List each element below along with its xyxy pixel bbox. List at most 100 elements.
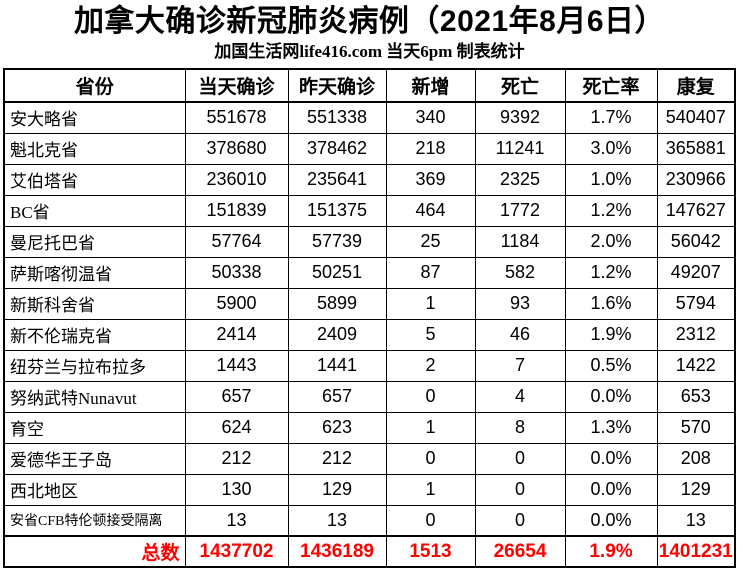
table-row-nunavut: 努纳武特Nunavut 657 657 0 4 0.0% 653 <box>3 380 736 413</box>
table-row-pei: 爱德华王子岛 212 212 0 0 0.0% 208 <box>3 442 736 475</box>
value-cell: 1.2% <box>564 194 658 227</box>
province-cell: 纽芬兰与拉布拉多 <box>3 349 186 382</box>
value-cell: 129 <box>287 473 387 506</box>
column-header-province: 省份 <box>3 68 186 103</box>
value-cell: 1443 <box>184 349 289 382</box>
value-cell: 2409 <box>287 318 387 351</box>
value-cell: 147627 <box>656 194 736 227</box>
value-cell: 378462 <box>287 132 387 165</box>
value-cell: 9392 <box>474 101 566 134</box>
value-cell: 570 <box>656 411 736 444</box>
value-cell: 0.0% <box>564 442 658 475</box>
total-row: 总数 1437702 1436189 1513 26654 1.9% 14012… <box>3 535 736 568</box>
value-cell: 130 <box>184 473 289 506</box>
value-cell: 365881 <box>656 132 736 165</box>
value-cell: 13 <box>184 504 289 537</box>
value-cell: 378680 <box>184 132 289 165</box>
value-cell: 4 <box>474 380 566 413</box>
table-row-cfb-trenton: 安省CFB特伦顿接受隔离 13 13 0 0 0.0% 13 <box>3 504 736 537</box>
total-value-cell: 1437702 <box>184 535 289 568</box>
value-cell: 0.0% <box>564 504 658 537</box>
header-row: 省份 当天确诊 昨天确诊 新增 死亡 死亡率 康复 <box>3 68 736 103</box>
table-row-manitoba: 曼尼托巴省 57764 57739 25 1184 2.0% 56042 <box>3 225 736 258</box>
value-cell: 57764 <box>184 225 289 258</box>
value-cell: 212 <box>287 442 387 475</box>
value-cell: 13 <box>287 504 387 537</box>
total-label: 总数 <box>3 535 186 568</box>
value-cell: 0.5% <box>564 349 658 382</box>
value-cell: 0.0% <box>564 473 658 506</box>
total-value-cell: 1401231 <box>656 535 736 568</box>
table-row-saskatchewan: 萨斯喀彻温省 50338 50251 87 582 1.2% 49207 <box>3 256 736 289</box>
column-header-deaths: 死亡 <box>474 68 566 103</box>
column-header-death-rate: 死亡率 <box>564 68 658 103</box>
province-cell: 努纳武特Nunavut <box>3 380 186 413</box>
value-cell: 5899 <box>287 287 387 320</box>
column-header-yesterday-confirmed: 昨天确诊 <box>287 68 387 103</box>
value-cell: 2414 <box>184 318 289 351</box>
value-cell: 151839 <box>184 194 289 227</box>
province-cell: 艾伯塔省 <box>3 163 186 196</box>
value-cell: 1 <box>385 411 476 444</box>
value-cell: 582 <box>474 256 566 289</box>
province-cell: 爱德华王子岛 <box>3 442 186 475</box>
province-cell: 西北地区 <box>3 473 186 506</box>
value-cell: 623 <box>287 411 387 444</box>
value-cell: 3.0% <box>564 132 658 165</box>
value-cell: 1 <box>385 287 476 320</box>
province-cell: BC省 <box>3 194 186 227</box>
table-row-nova-scotia: 新斯科舍省 5900 5899 1 93 1.6% 5794 <box>3 287 736 320</box>
value-cell: 13 <box>656 504 736 537</box>
value-cell: 1441 <box>287 349 387 382</box>
value-cell: 1.3% <box>564 411 658 444</box>
table-row-quebec: 魁北克省 378680 378462 218 11241 3.0% 365881 <box>3 132 736 165</box>
value-cell: 0.0% <box>564 380 658 413</box>
province-cell: 安大略省 <box>3 101 186 134</box>
total-value-cell: 1513 <box>385 535 476 568</box>
value-cell: 236010 <box>184 163 289 196</box>
value-cell: 129 <box>656 473 736 506</box>
value-cell: 340 <box>385 101 476 134</box>
value-cell: 1.0% <box>564 163 658 196</box>
value-cell: 1 <box>385 473 476 506</box>
value-cell: 653 <box>656 380 736 413</box>
value-cell: 1772 <box>474 194 566 227</box>
province-cell: 育空 <box>3 411 186 444</box>
value-cell: 235641 <box>287 163 387 196</box>
column-header-today-confirmed: 当天确诊 <box>184 68 289 103</box>
table-row-alberta: 艾伯塔省 236010 235641 369 2325 1.0% 230966 <box>3 163 736 196</box>
value-cell: 540407 <box>656 101 736 134</box>
table-row-bc: BC省 151839 151375 464 1772 1.2% 147627 <box>3 194 736 227</box>
value-cell: 1184 <box>474 225 566 258</box>
value-cell: 8 <box>474 411 566 444</box>
value-cell: 2312 <box>656 318 736 351</box>
value-cell: 2.0% <box>564 225 658 258</box>
column-header-recovered: 康复 <box>656 68 736 103</box>
total-value-cell: 1.9% <box>564 535 658 568</box>
value-cell: 2325 <box>474 163 566 196</box>
value-cell: 0 <box>385 442 476 475</box>
column-header-new-cases: 新增 <box>385 68 476 103</box>
value-cell: 1.9% <box>564 318 658 351</box>
value-cell: 464 <box>385 194 476 227</box>
value-cell: 0 <box>385 380 476 413</box>
value-cell: 46 <box>474 318 566 351</box>
total-value-cell: 26654 <box>474 535 566 568</box>
page-title: 加拿大确诊新冠肺炎病例（2021年8月6日） <box>73 5 666 38</box>
value-cell: 87 <box>385 256 476 289</box>
table-row-ontario: 安大略省 551678 551338 340 9392 1.7% 540407 <box>3 101 736 134</box>
value-cell: 25 <box>385 225 476 258</box>
table-row-newfoundland: 纽芬兰与拉布拉多 1443 1441 2 7 0.5% 1422 <box>3 349 736 382</box>
value-cell: 0 <box>385 504 476 537</box>
value-cell: 49207 <box>656 256 736 289</box>
value-cell: 50338 <box>184 256 289 289</box>
table-row-yukon: 育空 624 623 1 8 1.3% 570 <box>3 411 736 444</box>
value-cell: 151375 <box>287 194 387 227</box>
value-cell: 5794 <box>656 287 736 320</box>
value-cell: 0 <box>474 473 566 506</box>
value-cell: 11241 <box>474 132 566 165</box>
value-cell: 56042 <box>656 225 736 258</box>
value-cell: 93 <box>474 287 566 320</box>
value-cell: 0 <box>474 442 566 475</box>
